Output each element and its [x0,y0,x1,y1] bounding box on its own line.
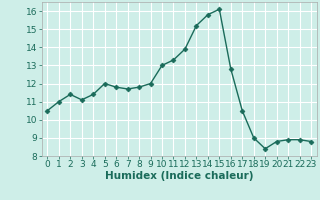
X-axis label: Humidex (Indice chaleur): Humidex (Indice chaleur) [105,171,253,181]
